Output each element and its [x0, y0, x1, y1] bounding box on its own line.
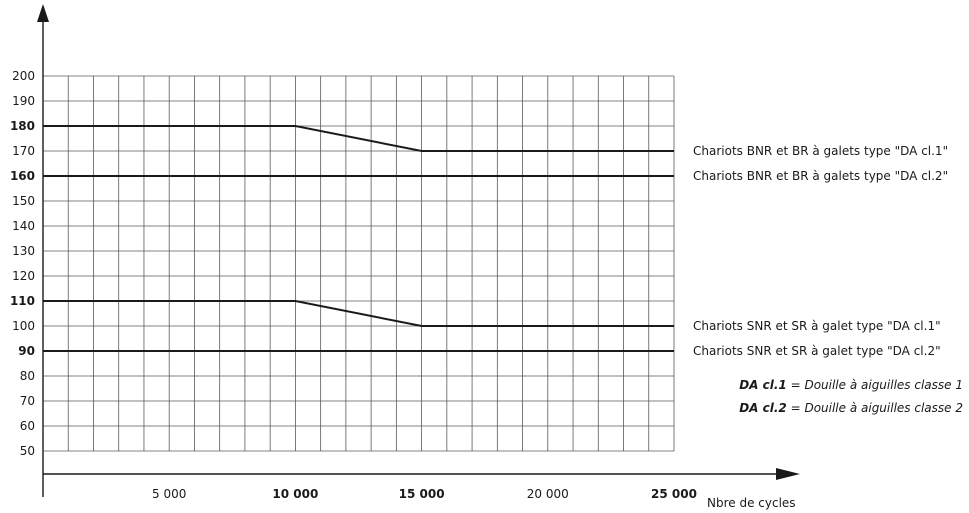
y-tick-label: 160: [10, 169, 35, 183]
series-line-1: [43, 125, 674, 152]
y-tick-label: 100: [12, 319, 35, 333]
y-tick-label: 130: [12, 244, 35, 258]
legend-key-da-cl2: DA cl.2: [739, 401, 787, 415]
series-line-3: [43, 300, 674, 327]
x-tick-labels: 5 000 10 000 15 000 20 000 25 000: [152, 487, 697, 501]
legend-da-cl2: DA cl.2 = Douille à aiguilles classe 2: [739, 401, 963, 415]
legend-text-da-cl2: = Douille à aiguilles classe 2: [786, 401, 963, 415]
x-axis-arrow: [776, 468, 800, 480]
y-tick-label: 200: [12, 69, 35, 83]
y-tick-label: 110: [10, 294, 35, 308]
series-label-4: Chariots SNR et SR à galet type "DA cl.2…: [693, 344, 941, 358]
y-axis-arrow: [37, 4, 49, 22]
legend-key-da-cl1: DA cl.1: [739, 378, 787, 392]
x-tick-label: 20 000: [527, 487, 569, 501]
grid: [42, 75, 675, 452]
y-tick-label: 190: [12, 94, 35, 108]
y-tick-label: 170: [12, 144, 35, 158]
legend-text-da-cl1: = Douille à aiguilles classe 1: [786, 378, 963, 392]
y-tick-label: 70: [20, 394, 35, 408]
y-tick-label: 90: [18, 344, 35, 358]
y-tick-label: 60: [20, 419, 35, 433]
series-label-2: Chariots BNR et BR à galets type "DA cl.…: [693, 169, 948, 183]
x-tick-label: 25 000: [651, 487, 697, 501]
y-tick-label: 80: [20, 369, 35, 383]
y-tick-label: 180: [10, 119, 35, 133]
series-labels: Chariots BNR et BR à galets type "DA cl.…: [693, 144, 948, 358]
x-axis-label: Nbre de cycles: [707, 496, 796, 510]
y-tick-label: 50: [20, 444, 35, 458]
x-tick-label: 10 000: [272, 487, 318, 501]
series-lines: [43, 125, 674, 352]
series-label-3: Chariots SNR et SR à galet type "DA cl.1…: [693, 319, 941, 333]
y-tick-labels: 200 190 180 170 160 150 140 130 120 110 100 90 80 70 6…: [10, 69, 35, 458]
y-tick-label: 150: [12, 194, 35, 208]
series-label-1: Chariots BNR et BR à galets type "DA cl.…: [693, 144, 948, 158]
legend-da-cl1: DA cl.1 = Douille à aiguilles classe 1: [739, 378, 963, 392]
x-tick-label: 15 000: [399, 487, 445, 501]
axes: [37, 4, 800, 497]
y-tick-label: 140: [12, 219, 35, 233]
x-tick-label: 5 000: [152, 487, 186, 501]
y-tick-label: 120: [12, 269, 35, 283]
